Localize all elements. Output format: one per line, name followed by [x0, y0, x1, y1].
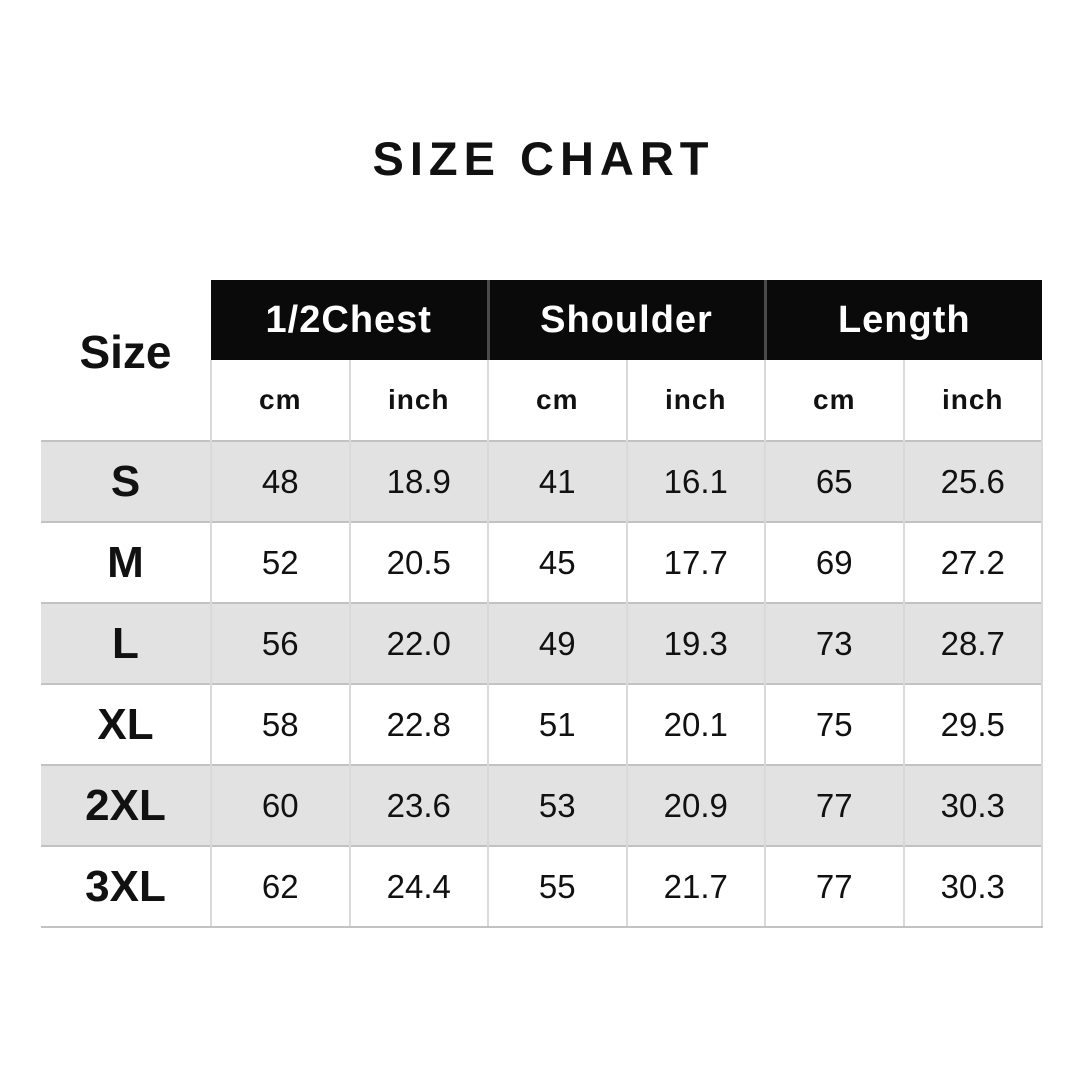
section-header-length: Length: [763, 280, 1043, 360]
value-cell: 30.3: [902, 764, 1044, 846]
size-chart-table: Size 1/2Chest Shoulder Length cm inch cm…: [41, 280, 1044, 928]
table-row-2xl: 2XL 60 23.6 53 20.9 77 30.3: [41, 764, 1044, 846]
unit-header-shoulder-inch: inch: [625, 360, 765, 441]
row-size-label: M: [41, 521, 211, 603]
table-row-l: L 56 22.0 49 19.3 73 28.7: [41, 602, 1044, 684]
value-cell: 52: [210, 521, 350, 603]
value-cell: 49: [487, 602, 627, 684]
unit-header-length-cm: cm: [764, 360, 904, 441]
value-cell: 69: [764, 521, 904, 603]
table-header: Size 1/2Chest Shoulder Length cm inch cm…: [41, 280, 1044, 441]
value-cell: 27.2: [902, 521, 1044, 603]
value-cell: 20.9: [625, 764, 765, 846]
value-cell: 21.7: [625, 845, 765, 928]
value-cell: 56: [210, 602, 350, 684]
table-body: S 48 18.9 41 16.1 65 25.6 M 52 20.5 45 1…: [41, 440, 1044, 928]
value-cell: 16.1: [625, 440, 765, 522]
section-header-row: Size 1/2Chest Shoulder Length: [41, 280, 1043, 441]
value-cell: 22.0: [348, 602, 488, 684]
section-header-shoulder: Shoulder: [486, 280, 765, 360]
table-row-m: M 52 20.5 45 17.7 69 27.2: [41, 521, 1044, 603]
unit-header-length-inch: inch: [902, 360, 1044, 441]
table-row-xl: XL 58 22.8 51 20.1 75 29.5: [41, 683, 1044, 765]
unit-header-shoulder-cm: cm: [487, 360, 627, 441]
row-size-label: 2XL: [41, 764, 211, 846]
value-cell: 51: [487, 683, 627, 765]
value-cell: 25.6: [902, 440, 1044, 522]
value-cell: 45: [487, 521, 627, 603]
table-row-s: S 48 18.9 41 16.1 65 25.6: [41, 440, 1044, 522]
row-size-label: L: [41, 602, 211, 684]
section-header-chest: 1/2Chest: [211, 280, 488, 360]
value-cell: 17.7: [625, 521, 765, 603]
unit-header-chest-inch: inch: [348, 360, 488, 441]
value-cell: 19.3: [625, 602, 765, 684]
unit-header-chest-cm: cm: [210, 360, 350, 441]
value-cell: 77: [764, 845, 904, 928]
value-cell: 20.5: [348, 521, 488, 603]
value-cell: 75: [764, 683, 904, 765]
value-cell: 29.5: [902, 683, 1044, 765]
value-cell: 73: [764, 602, 904, 684]
value-cell: 30.3: [902, 845, 1044, 928]
value-cell: 28.7: [902, 602, 1044, 684]
row-size-label: XL: [41, 683, 211, 765]
value-cell: 65: [764, 440, 904, 522]
value-cell: 41: [487, 440, 627, 522]
value-cell: 20.1: [625, 683, 765, 765]
value-cell: 58: [210, 683, 350, 765]
unit-header-row: cm inch cm inch cm inch: [41, 360, 1044, 441]
value-cell: 60: [210, 764, 350, 846]
row-size-label: 3XL: [41, 845, 211, 928]
table-row-3xl: 3XL 62 24.4 55 21.7 77 30.3: [41, 845, 1044, 928]
value-cell: 62: [210, 845, 350, 928]
page-title: SIZE CHART: [372, 132, 715, 185]
value-cell: 53: [487, 764, 627, 846]
row-size-label: S: [41, 440, 211, 522]
value-cell: 23.6: [348, 764, 488, 846]
value-cell: 77: [764, 764, 904, 846]
value-cell: 18.9: [348, 440, 488, 522]
value-cell: 24.4: [348, 845, 488, 928]
value-cell: 48: [210, 440, 350, 522]
value-cell: 22.8: [348, 683, 488, 765]
size-column-header: Size: [41, 280, 211, 441]
value-cell: 55: [487, 845, 627, 928]
